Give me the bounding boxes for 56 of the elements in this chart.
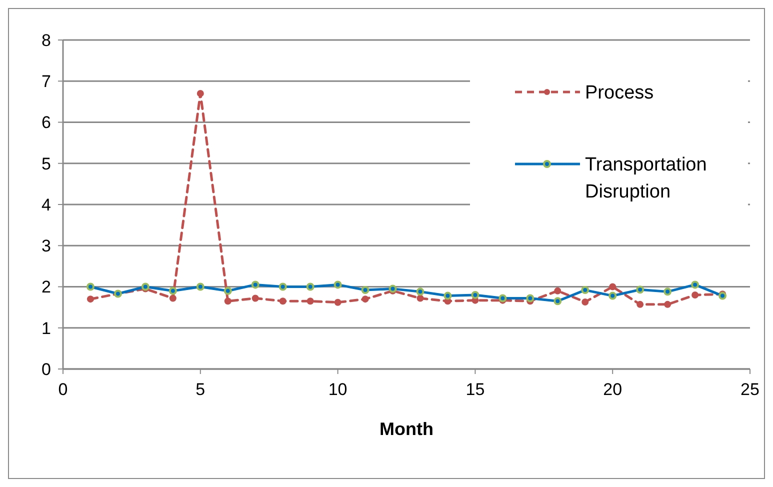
y-tick-label: 5 [42,154,51,174]
x-tick-label: 5 [196,380,206,399]
point [664,288,672,296]
point [252,294,259,302]
point [691,280,700,289]
point [169,294,176,302]
y-tick-label: 4 [42,195,51,214]
x-axis-title: Month [380,419,434,439]
point [361,286,370,294]
point [168,286,177,295]
point [86,282,94,291]
point [141,282,150,291]
point [362,296,369,303]
legend-label: Process [585,82,654,104]
x-tick-label: 15 [466,380,485,399]
point [416,288,424,296]
point [306,282,314,291]
point [306,298,314,305]
point [608,292,617,300]
point [278,282,287,291]
y-tick-label: 0 [42,360,51,379]
y-tick-label: 3 [42,236,51,256]
point [251,280,260,289]
x-tick-label: 10 [328,380,348,399]
point [224,298,232,305]
point [388,284,397,293]
point [636,300,644,308]
point [582,298,589,306]
point [636,286,644,294]
point [444,292,452,300]
y-tick-label: 7 [42,72,51,92]
x-tick-label: 20 [603,380,622,399]
point [196,282,204,291]
y-tick-label: 8 [42,30,51,50]
point [664,300,672,308]
point [554,297,562,306]
y-tick-label: 1 [42,318,51,338]
x-tick-label: 0 [58,380,68,399]
point [554,287,562,294]
point [609,283,616,290]
point [526,294,534,302]
point [416,294,424,302]
point [692,291,699,298]
point [498,294,507,302]
point [581,286,590,294]
point [334,298,342,306]
y-tick-label: 6 [42,113,51,132]
point [86,296,94,303]
point [196,90,204,97]
point [334,280,342,289]
point [224,286,232,295]
x-tick-label: 25 [740,380,760,399]
point [279,298,286,305]
y-tick-label: 2 [42,278,51,297]
legend-label: Transportation Disruption [585,154,707,202]
point [471,290,480,299]
